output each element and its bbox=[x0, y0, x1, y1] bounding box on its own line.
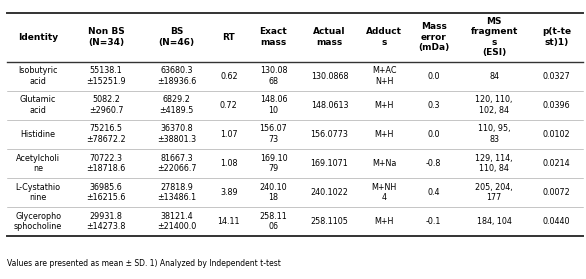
Text: 5082.2
±2960.7: 5082.2 ±2960.7 bbox=[89, 95, 124, 115]
Text: Glutamic
acid: Glutamic acid bbox=[20, 95, 56, 115]
Text: 29931.8
±14273.8: 29931.8 ±14273.8 bbox=[87, 211, 126, 231]
Text: 0.3: 0.3 bbox=[427, 101, 440, 110]
Text: 148.0613: 148.0613 bbox=[311, 101, 348, 110]
Text: 169.1071: 169.1071 bbox=[311, 159, 348, 168]
Text: M+H: M+H bbox=[374, 101, 394, 110]
Text: Exact
mass: Exact mass bbox=[260, 27, 287, 47]
Text: 1.07: 1.07 bbox=[220, 130, 238, 139]
Text: 120, 110,
102, 84: 120, 110, 102, 84 bbox=[475, 95, 513, 115]
Text: 0.0214: 0.0214 bbox=[543, 159, 570, 168]
Text: -0.8: -0.8 bbox=[426, 159, 441, 168]
Text: RT: RT bbox=[223, 33, 235, 42]
Text: L-Cystathio
nine: L-Cystathio nine bbox=[15, 182, 60, 202]
Text: p(t-te
st)1): p(t-te st)1) bbox=[542, 27, 571, 47]
Text: Mass
error
(mDa): Mass error (mDa) bbox=[418, 22, 449, 52]
Text: M+Na: M+Na bbox=[372, 159, 397, 168]
Text: Identity: Identity bbox=[18, 33, 58, 42]
Text: 129, 114,
110, 84: 129, 114, 110, 84 bbox=[475, 153, 513, 173]
Text: 0.62: 0.62 bbox=[220, 72, 238, 81]
Text: 84: 84 bbox=[489, 72, 499, 81]
Text: -0.1: -0.1 bbox=[426, 217, 441, 226]
Text: 14.11: 14.11 bbox=[217, 217, 240, 226]
Text: 6829.2
±4189.5: 6829.2 ±4189.5 bbox=[159, 95, 194, 115]
Text: 148.06
10: 148.06 10 bbox=[260, 95, 287, 115]
Text: 81667.3
±22066.7: 81667.3 ±22066.7 bbox=[157, 153, 196, 173]
Text: 55138.1
±15251.9: 55138.1 ±15251.9 bbox=[86, 66, 126, 86]
Text: 156.0773: 156.0773 bbox=[311, 130, 349, 139]
Text: Histidine: Histidine bbox=[21, 130, 56, 139]
Text: 3.89: 3.89 bbox=[220, 188, 238, 197]
Text: 0.72: 0.72 bbox=[220, 101, 238, 110]
Text: Actual
mass: Actual mass bbox=[314, 27, 346, 47]
Text: 240.10
18: 240.10 18 bbox=[260, 182, 287, 202]
Text: 130.0868: 130.0868 bbox=[311, 72, 348, 81]
Text: Acetylcholi
ne: Acetylcholi ne bbox=[16, 153, 60, 173]
Text: 205, 204,
177: 205, 204, 177 bbox=[475, 182, 513, 202]
Text: MS
fragment
s
(ESI): MS fragment s (ESI) bbox=[471, 17, 518, 57]
Text: 0.4: 0.4 bbox=[427, 188, 440, 197]
Text: 0.0396: 0.0396 bbox=[543, 101, 570, 110]
Text: 0.0: 0.0 bbox=[427, 72, 440, 81]
Text: 0.0102: 0.0102 bbox=[543, 130, 570, 139]
Text: BS
(N=46): BS (N=46) bbox=[159, 27, 195, 47]
Text: 169.10
79: 169.10 79 bbox=[260, 153, 287, 173]
Text: 0.0: 0.0 bbox=[427, 130, 440, 139]
Text: M+H: M+H bbox=[374, 130, 394, 139]
Text: M+AC
N+H: M+AC N+H bbox=[372, 66, 397, 86]
Text: 184, 104: 184, 104 bbox=[476, 217, 512, 226]
Text: Isobutyric
acid: Isobutyric acid bbox=[18, 66, 58, 86]
Text: 258.1105: 258.1105 bbox=[311, 217, 349, 226]
Text: 75216.5
±78672.2: 75216.5 ±78672.2 bbox=[86, 124, 126, 144]
Text: 130.08
68: 130.08 68 bbox=[260, 66, 287, 86]
Text: 0.0440: 0.0440 bbox=[543, 217, 570, 226]
Text: 38121.4
±21400.0: 38121.4 ±21400.0 bbox=[157, 211, 196, 231]
Text: 63680.3
±18936.6: 63680.3 ±18936.6 bbox=[157, 66, 196, 86]
Text: 36985.6
±16215.6: 36985.6 ±16215.6 bbox=[87, 182, 126, 202]
Text: Values are presented as mean ± SD. 1) Analyzed by Independent t-test: Values are presented as mean ± SD. 1) An… bbox=[7, 259, 281, 268]
Text: 240.1022: 240.1022 bbox=[311, 188, 349, 197]
Text: 258.11
06: 258.11 06 bbox=[260, 211, 287, 231]
Text: 1.08: 1.08 bbox=[220, 159, 237, 168]
Text: Glyceropho
sphocholine: Glyceropho sphocholine bbox=[14, 211, 62, 231]
Text: M+H: M+H bbox=[374, 217, 394, 226]
Text: 36370.8
±38801.3: 36370.8 ±38801.3 bbox=[157, 124, 196, 144]
Text: 156.07
73: 156.07 73 bbox=[260, 124, 287, 144]
Text: Adduct
s: Adduct s bbox=[366, 27, 403, 47]
Text: 110, 95,
83: 110, 95, 83 bbox=[478, 124, 510, 144]
Text: 70722.3
±18718.6: 70722.3 ±18718.6 bbox=[87, 153, 126, 173]
Text: 27818.9
±13486.1: 27818.9 ±13486.1 bbox=[157, 182, 196, 202]
Text: Non BS
(N=34): Non BS (N=34) bbox=[88, 27, 125, 47]
Text: 0.0072: 0.0072 bbox=[543, 188, 570, 197]
Text: M+NH
4: M+NH 4 bbox=[372, 182, 397, 202]
Text: 0.0327: 0.0327 bbox=[543, 72, 570, 81]
